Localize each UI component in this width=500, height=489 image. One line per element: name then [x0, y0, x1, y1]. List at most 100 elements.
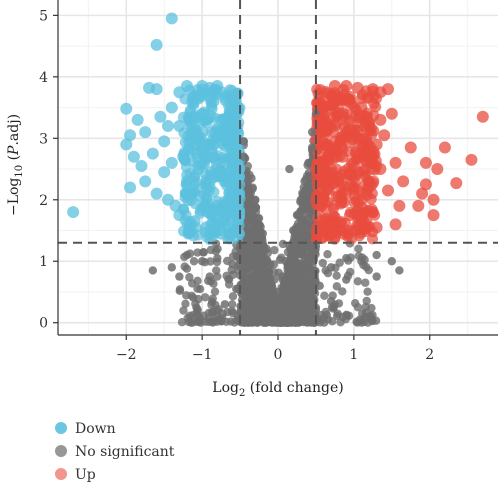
point-no-significant [258, 306, 268, 315]
point-no-significant-cloud [350, 298, 360, 308]
point-up [412, 199, 425, 212]
point-no-significant-cloud [359, 317, 369, 327]
point-no-significant [300, 177, 309, 186]
point-no-significant-cloud [353, 277, 363, 286]
y-tick-label: 0 [39, 316, 48, 332]
point-down [226, 187, 239, 200]
point-up [355, 212, 368, 225]
point-up-cloud [311, 230, 323, 242]
point-no-significant [266, 300, 275, 309]
point-up-cloud [355, 92, 367, 104]
point-down [226, 144, 239, 157]
point-up [332, 190, 345, 203]
point-up [363, 175, 376, 188]
point-down [127, 150, 140, 163]
point-no-significant-cloud [253, 286, 263, 295]
point-no-significant-cloud [361, 278, 370, 287]
point-no-significant [395, 266, 404, 275]
point-no-significant-cloud [371, 316, 381, 325]
point-no-significant [251, 269, 260, 278]
point-up [363, 116, 376, 129]
point-no-significant-cloud [210, 287, 220, 296]
point-up [328, 230, 341, 243]
point-up [382, 83, 394, 96]
point-up [389, 218, 402, 231]
point-no-significant-cloud [364, 265, 373, 275]
point-down [199, 221, 212, 234]
point-up [370, 221, 383, 234]
point-no-significant-cloud [193, 305, 202, 314]
point-no-significant-cloud [255, 221, 264, 230]
point-down [177, 150, 190, 163]
y-tick-label: 5 [39, 8, 48, 24]
point-up [476, 110, 489, 123]
point-up [374, 163, 387, 176]
point-no-significant-cloud [255, 316, 265, 325]
point-no-significant [342, 253, 351, 263]
point-no-significant-cloud [338, 287, 347, 296]
point-up [347, 181, 360, 194]
point-no-significant [251, 195, 260, 204]
legend-item: Down [55, 421, 116, 437]
point-no-significant [232, 284, 241, 294]
data-points [67, 12, 489, 327]
point-no-significant-cloud [301, 205, 310, 214]
point-down [165, 12, 178, 25]
point-down [218, 169, 231, 182]
point-down [196, 107, 209, 120]
point-up [321, 138, 334, 151]
point-up [355, 193, 368, 206]
point-down-cloud [229, 111, 241, 123]
point-up [416, 187, 429, 200]
point-down [67, 206, 80, 219]
point-down [120, 138, 133, 151]
point-no-significant-cloud [286, 318, 296, 327]
point-no-significant-cloud [248, 224, 257, 234]
point-down [150, 38, 163, 51]
point-no-significant-cloud [332, 271, 341, 280]
point-down [173, 209, 186, 222]
point-no-significant [281, 293, 290, 303]
legend-item: No significant [55, 444, 175, 460]
point-no-significant-cloud [228, 292, 238, 301]
point-no-significant [357, 257, 366, 266]
point-up-cloud [370, 101, 382, 113]
legend-marker [55, 468, 67, 480]
point-no-significant [315, 281, 324, 291]
point-no-significant-cloud [297, 317, 306, 326]
point-no-significant-cloud [352, 317, 361, 326]
point-no-significant-cloud [346, 267, 355, 277]
point-no-significant-cloud [175, 285, 185, 294]
point-no-significant-cloud [199, 248, 208, 257]
point-no-significant [277, 272, 286, 281]
point-no-significant-cloud [300, 220, 309, 230]
legend: Down No significant Up [55, 421, 175, 483]
point-up-cloud [312, 212, 324, 224]
point-no-significant [213, 253, 222, 263]
point-no-significant [247, 174, 256, 183]
point-no-significant-cloud [247, 318, 256, 327]
x-tick-label: 0 [274, 347, 283, 363]
point-no-significant-cloud [195, 284, 205, 294]
point-no-significant-cloud [179, 306, 188, 315]
point-down [158, 135, 171, 148]
point-up-cloud [339, 226, 351, 238]
point-up [389, 156, 402, 169]
point-down [131, 113, 144, 126]
point-up [397, 175, 410, 188]
y-tick-label: 1 [39, 254, 48, 270]
point-down [158, 166, 171, 179]
point-no-significant-cloud [315, 318, 325, 327]
point-no-significant-cloud [269, 268, 279, 277]
point-no-significant [243, 201, 252, 211]
point-no-significant-cloud [241, 260, 251, 269]
point-no-significant [239, 137, 249, 146]
point-up [427, 193, 440, 206]
point-no-significant-cloud [228, 300, 237, 309]
point-down [150, 83, 163, 96]
point-no-significant [387, 257, 396, 266]
legend-marker [55, 422, 67, 434]
x-tick-label: −1 [192, 347, 213, 363]
point-no-significant [326, 263, 336, 272]
point-no-significant-cloud [332, 282, 342, 291]
